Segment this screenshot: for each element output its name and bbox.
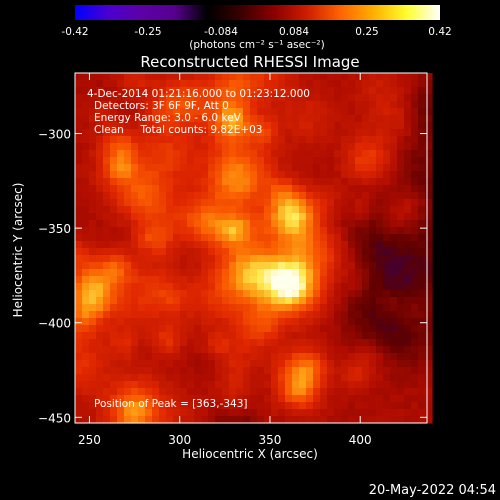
colorbar-tick-label: 0.25 xyxy=(355,26,379,38)
energy-range-annotation: Energy Range: 3.0 - 6.0 keV xyxy=(94,112,241,124)
x-axis-tick-labels: 250 300 350 400 xyxy=(78,433,372,447)
x-tick-label: 250 xyxy=(78,433,101,447)
colorbar-tick-label: 0.084 xyxy=(278,26,310,38)
colorbar-tick-label: -0.42 xyxy=(61,26,89,38)
colorbar xyxy=(75,5,440,20)
x-tick-label: 350 xyxy=(259,433,282,447)
method-counts-annotation: Clean Total counts: 9.82E+03 xyxy=(94,124,263,136)
x-tick-label: 300 xyxy=(168,433,191,447)
colorbar-tick-label: 0.42 xyxy=(428,26,452,38)
chart-title: Reconstructed RHESSI Image xyxy=(140,53,360,71)
y-axis-tick-labels: −300 −350 −400 −450 xyxy=(38,128,71,426)
colorbar-tick-label: -0.25 xyxy=(134,26,162,38)
y-tick-label: −400 xyxy=(38,317,71,331)
colorbar-tick-label: -0.084 xyxy=(204,26,238,38)
colorbar-units-label: (photons cm⁻² s⁻¹ asec⁻²) xyxy=(189,39,325,51)
peak-position-annotation: Position of Peak = [363,-343] xyxy=(94,398,248,410)
time-range-annotation: 4-Dec-2014 01:21:16.000 to 01:23:12.000 xyxy=(87,88,310,100)
y-axis-label: Heliocentric Y (arcsec) xyxy=(11,182,25,318)
y-tick-label: −300 xyxy=(38,128,71,142)
x-tick-label: 400 xyxy=(349,433,372,447)
y-tick-label: −350 xyxy=(38,222,71,236)
x-axis-label: Heliocentric X (arcsec) xyxy=(182,447,318,461)
y-axis-ticks xyxy=(75,133,427,418)
detectors-annotation: Detectors: 3F 6F 9F, Att 0 xyxy=(94,100,229,112)
x-axis-ticks xyxy=(88,73,361,423)
footer-date: 20-May-2022 04:54 xyxy=(368,483,496,498)
y-tick-label: −450 xyxy=(38,411,71,425)
plot-frame xyxy=(74,72,428,424)
heatmap-image xyxy=(75,73,433,424)
